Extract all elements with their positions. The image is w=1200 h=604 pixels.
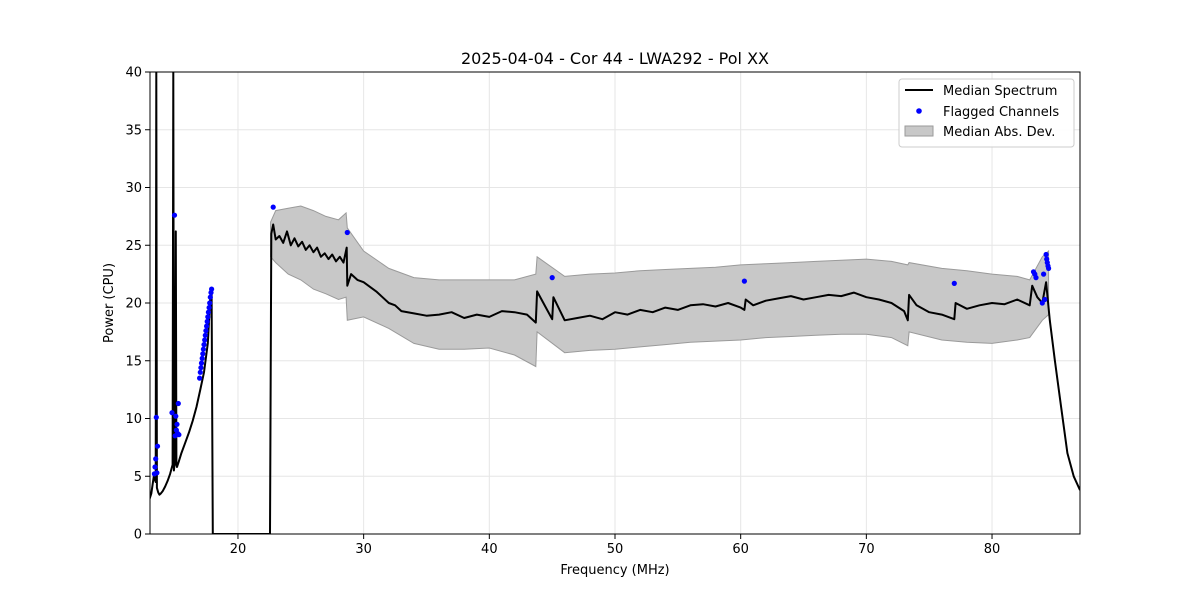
flagged-channel-point: [1046, 265, 1052, 271]
flagged-channel-point: [1033, 275, 1039, 281]
flagged-channel-point: [204, 318, 210, 325]
legend-flagged-swatch: [916, 108, 922, 114]
flagged-channel-point: [951, 280, 957, 286]
flagged-channel-point: [175, 400, 181, 407]
x-tick-label: 80: [984, 542, 1001, 557]
legend-frame: [898, 78, 1075, 148]
x-axis-label: Frequency (MHz): [560, 563, 669, 578]
y-tick-label: 10: [125, 412, 142, 427]
flagged-channel-point: [344, 229, 350, 236]
y-tick-label: 25: [125, 239, 142, 254]
median-spectrum-line: [150, 72, 1080, 534]
x-tick-label: 40: [481, 542, 498, 557]
flagged-channel-point: [154, 470, 160, 476]
flagged-channel-point: [152, 464, 158, 470]
y-tick-label: 30: [125, 181, 142, 196]
flagged-channel-point: [207, 294, 213, 300]
flagged-channel-point: [176, 432, 182, 438]
legend-median-label: Median Spectrum: [943, 84, 1057, 99]
legend: Median Spectrum Flagged Channels Median …: [898, 78, 1075, 148]
flagged-channel-point: [153, 456, 159, 462]
x-tick-label: 70: [858, 542, 875, 557]
mad-band-layer: [270, 205, 1050, 368]
legend-mad-label: Median Abs. Dev.: [943, 125, 1055, 140]
flagged-channel-point: [198, 365, 204, 371]
x-tick-label: 30: [355, 542, 372, 557]
flagged-channel-point: [173, 413, 179, 419]
x-tick-label: 20: [230, 542, 247, 557]
mad-band: [270, 205, 1050, 368]
flagged-channel-point: [197, 369, 203, 375]
y-axis-label: Power (CPU): [102, 263, 117, 343]
y-tick-label: 5: [134, 470, 142, 485]
x-tick-label: 60: [732, 542, 749, 557]
flagged-channel-point: [202, 332, 208, 338]
y-tick-label: 20: [125, 297, 142, 312]
flagged-channel-point: [205, 309, 211, 315]
flagged-channel-point: [154, 443, 161, 449]
y-tick-label: 35: [125, 123, 142, 138]
flagged-channel-point: [153, 414, 159, 420]
flagged-channel-point: [202, 337, 208, 343]
flagged-channel-point: [270, 204, 276, 210]
flagged-channel-point: [200, 346, 206, 352]
flagged-channel-point: [169, 410, 175, 416]
axis-ticks: 20 30 40 50 60 70 80 0 5 10 15 20 25 30 35 40: [125, 66, 1000, 558]
y-tick-label: 40: [125, 66, 142, 81]
flagged-channel-point: [207, 300, 213, 306]
flagged-channel-point: [209, 286, 215, 292]
legend-mad-swatch: [904, 125, 934, 137]
flagged-channel-point: [201, 342, 207, 348]
flagged-channel-point: [1042, 296, 1048, 303]
flagged-channel-point: [200, 351, 206, 357]
flagged-points-layer: [151, 204, 1052, 477]
x-tick-label: 50: [607, 542, 624, 557]
flagged-channel-point: [199, 355, 205, 361]
median-line-layer: [150, 72, 1080, 534]
flagged-channel-point: [1041, 271, 1047, 277]
flagged-channel-point: [204, 323, 210, 329]
chart-title: 2025-04-04 - Cor 44 - LWA292 - Pol XX: [461, 49, 769, 68]
legend-flagged-label: Flagged Channels: [943, 105, 1059, 120]
y-tick-label: 15: [125, 354, 142, 369]
flagged-channel-point: [741, 278, 748, 284]
flagged-channel-point: [174, 421, 180, 427]
flagged-channel-point: [549, 275, 555, 281]
flagged-channel-point: [197, 375, 203, 381]
flagged-channel-point: [203, 328, 209, 334]
y-tick-label: 0: [134, 528, 142, 543]
flagged-channel-point: [206, 305, 212, 311]
flagged-channel-point: [205, 314, 211, 320]
flagged-channel-point: [171, 212, 178, 218]
flagged-channel-point: [1043, 251, 1049, 258]
flagged-channel-point: [198, 360, 205, 366]
